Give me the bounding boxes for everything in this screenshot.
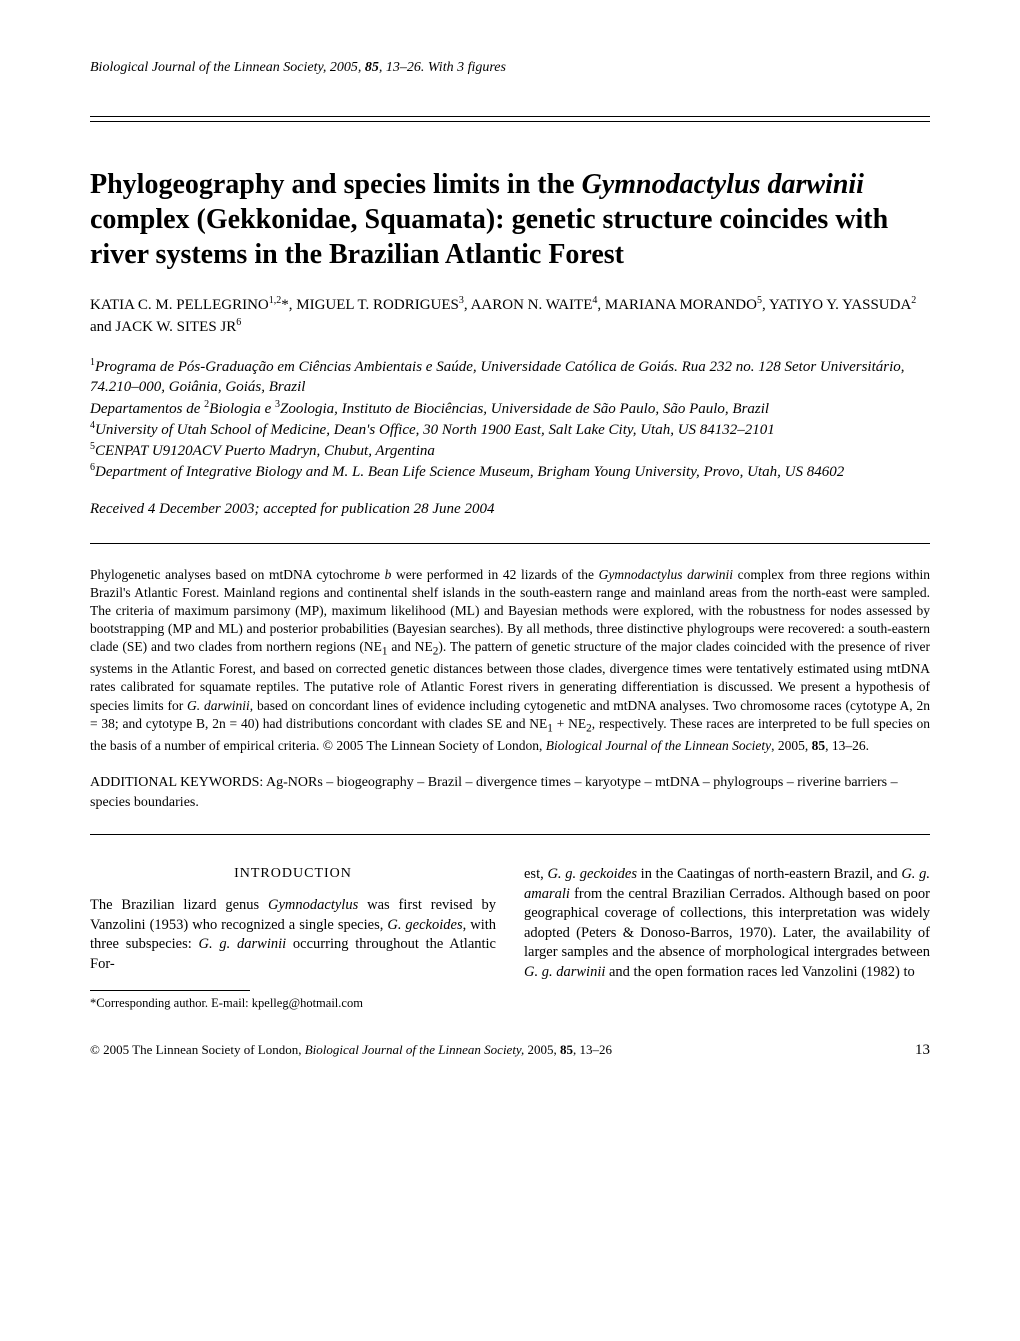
author-5-sup: 2: [911, 295, 916, 306]
author-2: , MIGUEL T. RODRIGUES: [289, 297, 459, 313]
col2-sp3: G. g. darwinii: [524, 964, 605, 980]
col1-a: The Brazilian lizard genus: [90, 897, 268, 913]
author-1-ast: *: [281, 297, 289, 313]
journal-year-vol: , 2005, 85, 13–26. With 3 figures: [323, 60, 506, 75]
aff-2-mid: Biologia e: [209, 401, 275, 417]
author-6: and JACK W. SITES JR: [90, 319, 236, 335]
body-columns: INTRODUCTION The Brazilian lizard genus …: [90, 865, 930, 1012]
footnote-rule: [90, 990, 250, 991]
abs-vol: 85: [812, 738, 826, 753]
abs-p1c: were performed in 42 lizards of the: [391, 567, 598, 582]
col2-sp1: G. g. geckoides: [547, 866, 637, 882]
page-footer: © 2005 The Linnean Society of London, Bi…: [90, 1042, 930, 1059]
keywords-label: ADDITIONAL KEYWORDS:: [90, 775, 263, 790]
journal-name: Biological Journal of the Linnean Societ…: [90, 60, 323, 75]
footer-a: © 2005 The Linnean Society of London,: [90, 1042, 305, 1057]
col2-g: and the open formation races led Vanzoli…: [605, 964, 914, 980]
author-3: , AARON N. WAITE: [464, 297, 592, 313]
author-4: , MARIANA MORANDO: [597, 297, 757, 313]
abstract: Phylogenetic analyses based on mtDNA cyt…: [90, 566, 930, 756]
col2-c: in the Caatingas of north-eastern Brazil…: [637, 866, 901, 882]
footer-journal: Biological Journal of the Linnean Societ…: [305, 1042, 525, 1057]
col2-a: est,: [524, 866, 547, 882]
col2-e: from the central Brazilian Cerrados. Alt…: [524, 886, 930, 961]
aff-1: Programa de Pós-Graduação em Ciências Am…: [90, 359, 905, 395]
affiliations-block: 1Programa de Pós-Graduação em Ciências A…: [90, 356, 930, 483]
abs-p1a: Phylogenetic analyses based on mtDNA cyt…: [90, 567, 385, 582]
corresponding-footnote: *Corresponding author. E-mail: kpelleg@h…: [90, 995, 496, 1012]
abs-p1s: , 13–26.: [825, 738, 869, 753]
abs-p1q: , 2005,: [771, 738, 812, 753]
author-1: KATIA C. M. PELLEGRINO: [90, 297, 269, 313]
aff-2-post: Zoologia, Instituto de Biociências, Univ…: [280, 401, 769, 417]
aff-5: CENPAT U9120ACV Puerto Madryn, Chubut, A…: [95, 443, 435, 459]
keywords-block: ADDITIONAL KEYWORDS: Ag-NORs – biogeogra…: [90, 773, 930, 812]
title-part-1: Phylogeography and species limits in the: [90, 169, 582, 200]
title-species: Gymnodactylus darwinii: [582, 169, 864, 200]
section-heading-intro: INTRODUCTION: [90, 865, 496, 884]
rule-after-keywords: [90, 834, 930, 835]
author-5: , YATIYO Y. YASSUDA: [762, 297, 911, 313]
received-line: Received 4 December 2003; accepted for p…: [90, 501, 930, 518]
intro-para-right: est, G. g. geckoides in the Caatingas of…: [524, 865, 930, 982]
journal-header: Biological Journal of the Linnean Societ…: [90, 60, 930, 76]
footer-e: , 13–26: [573, 1042, 612, 1057]
abs-species2: G. darwinii: [187, 698, 250, 713]
aff-4: University of Utah School of Medicine, D…: [95, 422, 775, 438]
aff-2-pre: Departamentos de: [90, 401, 204, 417]
footer-copyright: © 2005 The Linnean Society of London, Bi…: [90, 1042, 612, 1058]
authors-block: KATIA C. M. PELLEGRINO1,2*, MIGUEL T. RO…: [90, 294, 930, 338]
author-1-sup: 1,2: [269, 295, 282, 306]
col1-genus: Gymnodactylus: [268, 897, 358, 913]
right-column: est, G. g. geckoides in the Caatingas of…: [524, 865, 930, 1012]
abs-species: Gymnodactylus darwinii: [599, 567, 733, 582]
rule-before-abstract: [90, 543, 930, 544]
rule-top-1: [90, 116, 930, 117]
page-number: 13: [915, 1042, 930, 1059]
footer-c: 2005,: [524, 1042, 560, 1057]
aff-6: Department of Integrative Biology and M.…: [95, 464, 844, 480]
article-title: Phylogeography and species limits in the…: [90, 167, 930, 272]
abs-journal: Biological Journal of the Linnean Societ…: [546, 738, 771, 753]
intro-para-left: The Brazilian lizard genus Gymnodactylus…: [90, 896, 496, 974]
abs-p1g: and NE: [388, 639, 433, 654]
footer-vol: 85: [560, 1042, 573, 1057]
rule-top-2: [90, 121, 930, 122]
title-part-2: complex (Gekkonidae, Squamata): genetic …: [90, 204, 888, 270]
col1-sp1: G. geckoides: [387, 917, 462, 933]
author-6-sup: 6: [236, 317, 241, 328]
col1-sp2: G. g. darwinii: [199, 936, 287, 952]
abs-p1m: + NE: [553, 716, 586, 731]
left-column: INTRODUCTION The Brazilian lizard genus …: [90, 865, 496, 1012]
